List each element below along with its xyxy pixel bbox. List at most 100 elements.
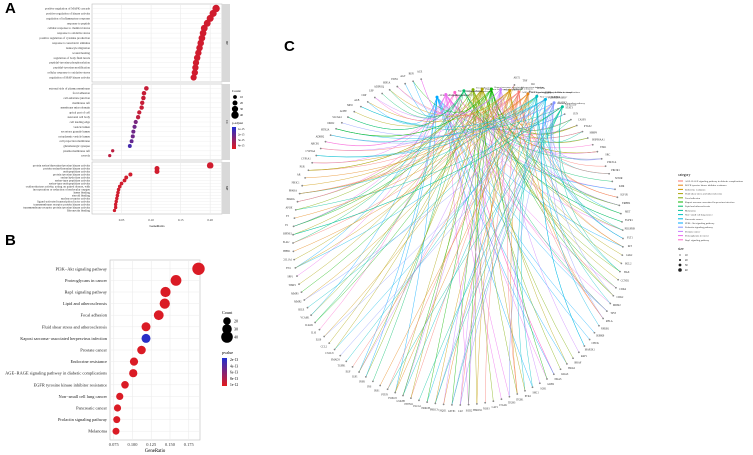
network-edge bbox=[460, 102, 555, 406]
facet-strip-BP bbox=[222, 4, 230, 82]
gene-label: IGF1R bbox=[621, 193, 628, 196]
network-edge bbox=[472, 89, 621, 272]
term-label: peptidyl-tyrosine modification bbox=[53, 66, 90, 70]
gene-label: IL1B bbox=[316, 339, 322, 342]
term-dot bbox=[206, 162, 214, 169]
gene-node bbox=[524, 389, 526, 392]
network-edge bbox=[307, 96, 537, 308]
gene-label: VEGFA bbox=[536, 87, 545, 90]
term-label: heme binding bbox=[74, 191, 91, 195]
gene-label: MAPK3 bbox=[558, 101, 567, 104]
network-edge bbox=[418, 106, 563, 401]
network-edge bbox=[558, 106, 621, 272]
term-label: cellular response to chemical stress bbox=[48, 26, 91, 30]
term-label: positive regulation of MAPK cascade bbox=[45, 6, 91, 10]
pathway-node-label: Lipid and atherosclerosis bbox=[467, 90, 492, 93]
term-dot bbox=[140, 100, 145, 106]
network-edge bbox=[329, 89, 483, 344]
gene-label: PIK3R1 bbox=[611, 169, 620, 172]
term-label: response to oxidative stress bbox=[57, 31, 91, 35]
legend-count-label: 30 bbox=[234, 327, 238, 332]
gene-node bbox=[583, 345, 586, 347]
gene-label: IRS1 bbox=[374, 390, 380, 393]
gene-label: PGR bbox=[300, 165, 305, 168]
term-label: regulation of MAP kinase activity bbox=[49, 76, 90, 80]
pathway-node bbox=[471, 88, 475, 92]
pathway-label: Non−small cell lung cancer bbox=[59, 394, 108, 399]
panel-label-b: B bbox=[5, 232, 16, 249]
gene-node bbox=[388, 88, 391, 91]
gene-node bbox=[546, 378, 548, 380]
gene-label: CDK4 bbox=[619, 288, 626, 291]
term-label: steroid binding bbox=[72, 194, 91, 198]
network-edge bbox=[472, 89, 574, 359]
pathway-node bbox=[526, 92, 530, 96]
gene-label: PDGFRB bbox=[625, 228, 635, 231]
gene-node bbox=[577, 351, 580, 354]
legend-count-dot bbox=[223, 317, 231, 325]
term-label: regulation of inflammatory response bbox=[46, 16, 90, 20]
pathway-node bbox=[517, 90, 521, 94]
gene-node bbox=[569, 118, 572, 121]
network-edge bbox=[402, 89, 501, 396]
term-dot bbox=[111, 149, 115, 153]
gene-label: AGT bbox=[400, 75, 406, 78]
x-tick-label: 0.175 bbox=[184, 442, 195, 447]
network-edge bbox=[451, 102, 555, 405]
network-edge bbox=[374, 92, 456, 121]
term-dot bbox=[130, 134, 135, 139]
term-label: oxidoreductase activity, acting on paire… bbox=[26, 185, 91, 190]
term-dot bbox=[132, 124, 137, 129]
network-edge bbox=[550, 102, 602, 161]
gene-node bbox=[339, 354, 342, 357]
gene-node bbox=[294, 208, 297, 211]
gene-label: CAT bbox=[458, 410, 463, 413]
term-dot bbox=[108, 154, 112, 158]
pathway-node-label: PI3K−Akt signaling pathway bbox=[440, 94, 470, 97]
gene-node bbox=[612, 294, 615, 297]
legend-p-label: 2e-15 bbox=[238, 134, 245, 137]
pathway-dot bbox=[121, 381, 129, 389]
network-edge bbox=[552, 102, 624, 239]
legend-count-label: 40 bbox=[234, 335, 238, 340]
facet-strip-MF bbox=[222, 162, 230, 214]
gene-label: SERPINE1 bbox=[283, 232, 293, 235]
network-edge bbox=[295, 106, 563, 211]
gene-label: CDK2 bbox=[617, 296, 624, 299]
term-dot bbox=[190, 74, 197, 81]
term-label: neuronal cell body bbox=[68, 115, 91, 119]
network-edge bbox=[543, 99, 600, 326]
gene-node bbox=[323, 335, 326, 338]
gene-node bbox=[333, 348, 336, 351]
network-edge bbox=[394, 93, 529, 393]
gene-label: PTK2 bbox=[525, 395, 532, 398]
network-edge bbox=[293, 93, 529, 252]
gene-label: FOXO3 bbox=[388, 397, 397, 400]
gene-label: ITGB3 bbox=[508, 401, 516, 404]
legend-category-label: Endocrine resistance bbox=[685, 188, 707, 191]
network-edge bbox=[451, 106, 563, 405]
network-edge bbox=[354, 88, 483, 127]
network-edge bbox=[551, 102, 614, 296]
gene-node bbox=[353, 110, 356, 113]
gene-node bbox=[300, 291, 303, 294]
gene-label: EGFR bbox=[545, 91, 552, 94]
network-edge bbox=[304, 102, 555, 301]
gene-label: KRAS bbox=[561, 373, 568, 376]
gene-node bbox=[402, 394, 404, 397]
legend-count-label: 20 bbox=[234, 319, 238, 324]
term-label: incorporation or reduction of molecular … bbox=[33, 188, 91, 192]
gene-node bbox=[335, 127, 337, 130]
legend-count-title: Count bbox=[232, 89, 241, 93]
term-dot bbox=[137, 110, 142, 115]
pathway-label: Prolactin signaling pathway bbox=[58, 417, 108, 422]
gene-node bbox=[293, 217, 296, 219]
gene-node bbox=[476, 403, 478, 405]
gene-label: PTEN bbox=[381, 394, 388, 397]
legend-count-dot bbox=[232, 100, 238, 106]
term-dot bbox=[122, 178, 127, 183]
gene-node bbox=[298, 192, 301, 195]
legend-p-label: 4e-13 bbox=[230, 364, 238, 368]
term-label: glutamatergic synapse bbox=[63, 144, 90, 148]
gene-label: ADRB2 bbox=[316, 136, 325, 139]
